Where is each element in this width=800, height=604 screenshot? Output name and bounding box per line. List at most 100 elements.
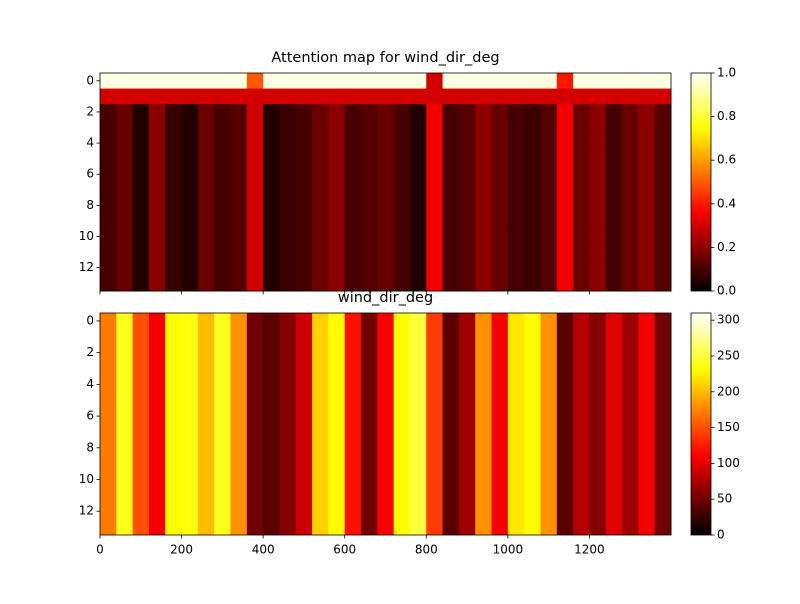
heatmap-cell xyxy=(165,197,183,214)
heatmap-cell xyxy=(573,150,590,167)
heatmap-cell xyxy=(132,150,150,167)
heatmap-cell xyxy=(507,166,525,183)
heatmap-cell xyxy=(132,135,150,152)
y-tick-label: 10 xyxy=(79,472,94,486)
heatmap-cell xyxy=(426,197,444,214)
heatmap-cell xyxy=(344,166,362,183)
heatmap-cell xyxy=(295,244,313,261)
y-tick-label: 4 xyxy=(86,136,94,150)
heatmap-cell xyxy=(524,213,541,230)
heatmap-cell xyxy=(181,88,199,105)
heatmap-cell xyxy=(409,150,427,167)
heatmap-cell xyxy=(556,135,574,152)
heatmap-cell xyxy=(312,259,329,276)
heatmap-cell xyxy=(393,275,411,292)
heatmap-cell xyxy=(263,197,280,214)
heatmap-cell xyxy=(328,135,346,152)
heatmap-cell xyxy=(246,259,264,276)
heatmap-cell xyxy=(361,73,378,90)
heatmap-cell xyxy=(246,244,264,261)
heatmap-cell xyxy=(475,135,493,152)
heatmap-cell xyxy=(622,88,639,105)
heatmap-column xyxy=(573,313,590,535)
heatmap-column xyxy=(116,313,134,535)
heatmap-cell xyxy=(475,244,493,261)
heatmap-cell xyxy=(573,104,590,121)
heatmap-cell xyxy=(573,73,590,90)
heatmap-cell xyxy=(458,104,476,121)
colorbar xyxy=(690,312,712,536)
y-tick-label: 2 xyxy=(86,104,94,118)
heatmap-cell xyxy=(622,197,639,214)
heatmap-cell xyxy=(100,275,117,292)
heatmap-column xyxy=(263,313,280,535)
heatmap-column xyxy=(524,313,541,535)
heatmap-cell xyxy=(393,150,411,167)
heatmap-cell xyxy=(312,104,329,121)
heatmap-cell xyxy=(214,259,232,276)
heatmap-cell xyxy=(458,88,476,105)
heatmap-cell xyxy=(377,275,395,292)
heatmap-cell xyxy=(165,73,183,90)
heatmap-cell xyxy=(540,182,558,199)
heatmap-cell xyxy=(507,88,525,105)
heatmap-cell xyxy=(605,182,623,199)
heatmap-cell xyxy=(214,197,232,214)
heatmap-cell xyxy=(197,182,215,199)
heatmap-cell xyxy=(295,213,313,230)
heatmap-cell xyxy=(654,88,672,105)
heatmap-cell xyxy=(116,244,134,261)
heatmap-cell xyxy=(165,135,183,152)
heatmap-cell xyxy=(148,182,166,199)
heatmap-cell xyxy=(328,275,346,292)
heatmap-cell xyxy=(589,182,607,199)
heatmap-cell xyxy=(181,197,199,214)
heatmap-cell xyxy=(393,73,411,90)
heatmap-cell xyxy=(246,182,264,199)
colorbar-tick-label: 250 xyxy=(717,348,740,362)
heatmap-cell xyxy=(279,228,297,245)
heatmap-cell xyxy=(589,259,607,276)
heatmap-cell xyxy=(393,119,411,136)
heatmap-cell xyxy=(393,182,411,199)
heatmap-cell xyxy=(458,197,476,214)
heatmap-cell xyxy=(344,213,362,230)
heatmap-cell xyxy=(507,259,525,276)
heatmap-cell xyxy=(279,104,297,121)
heatmap-cell xyxy=(491,88,509,105)
heatmap-cell xyxy=(605,228,623,245)
heatmap-cell xyxy=(312,182,329,199)
heatmap-cell xyxy=(197,135,215,152)
heatmap-cell xyxy=(491,119,509,136)
heatmap-cell xyxy=(377,259,395,276)
heatmap-cell xyxy=(377,213,395,230)
y-tick-label: 12 xyxy=(79,260,94,274)
heatmap-column xyxy=(100,313,117,535)
heatmap-cell xyxy=(426,166,444,183)
heatmap-cell xyxy=(100,213,117,230)
heatmap-cell xyxy=(638,213,656,230)
heatmap-cell xyxy=(377,182,395,199)
heatmap-cell xyxy=(312,244,329,261)
heatmap-cell xyxy=(393,244,411,261)
heatmap-column xyxy=(654,313,672,535)
heatmap-cell xyxy=(295,182,313,199)
heatmap-cell xyxy=(475,166,493,183)
heatmap-cell xyxy=(442,135,460,152)
heatmap-cell xyxy=(230,182,248,199)
heatmap-cell xyxy=(230,73,248,90)
heatmap-cell xyxy=(295,197,313,214)
heatmap-cell xyxy=(589,88,607,105)
heatmap-cell xyxy=(393,104,411,121)
heatmap-cell xyxy=(475,119,493,136)
heatmap-cell xyxy=(377,88,395,105)
heatmap-cell xyxy=(214,228,232,245)
heatmap-cell xyxy=(458,275,476,292)
heatmap-cell xyxy=(132,213,150,230)
heatmap-cell xyxy=(475,150,493,167)
heatmap-cell xyxy=(507,119,525,136)
heatmap-cell xyxy=(279,197,297,214)
heatmap-cell xyxy=(312,150,329,167)
heatmap-cell xyxy=(263,73,280,90)
y-tick-label: 4 xyxy=(86,377,94,391)
